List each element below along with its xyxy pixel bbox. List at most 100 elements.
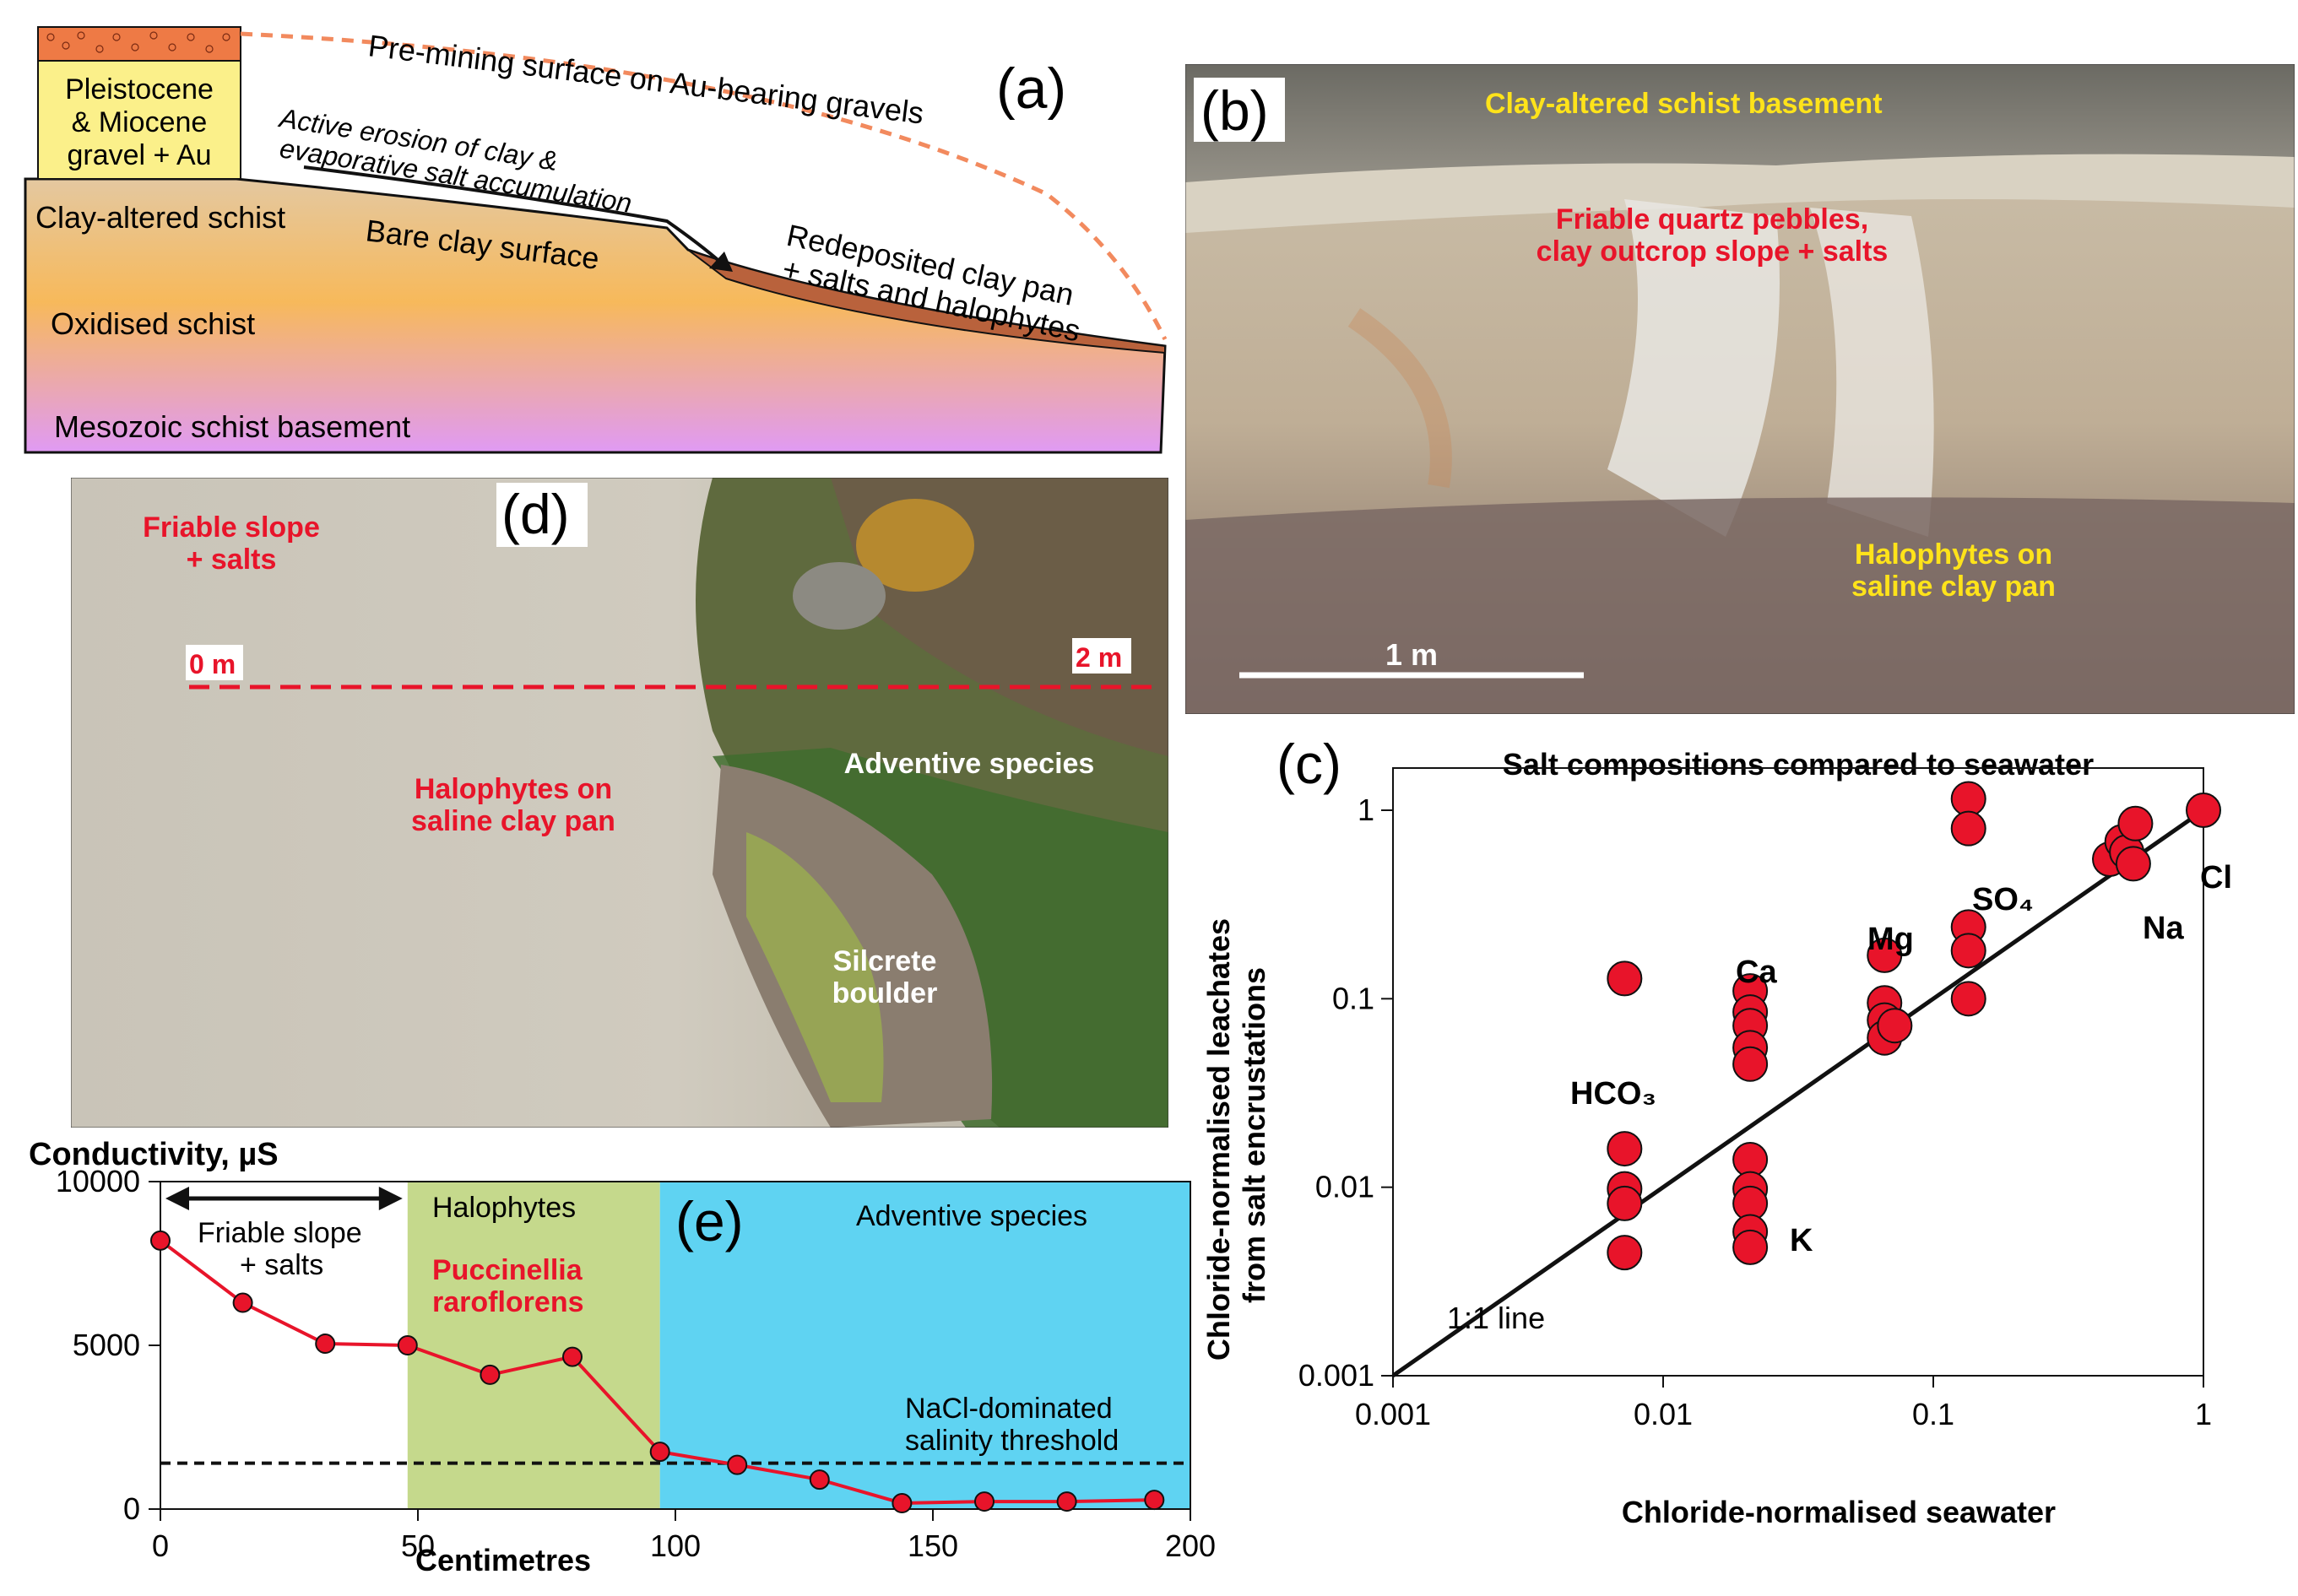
erosion-arrow [303, 165, 724, 265]
d-adventive-label: Adventive species [844, 748, 1095, 780]
d-two-bg [1072, 638, 1131, 674]
c-ylabel: Chloride-normalised leachates from salt … [1201, 910, 1271, 1361]
e-ytick-label: 0 [123, 1491, 140, 1526]
e-threshold-1: NaCl-dominated [905, 1393, 1113, 1425]
layer-clay-altered: Clay-altered schist [35, 200, 285, 235]
d-silcrete-2: boulder [832, 977, 938, 1009]
e-zones [407, 1182, 1190, 1509]
c-point-mg [1877, 1008, 1913, 1044]
d-friable-2: + salts [187, 544, 277, 576]
panel-b-letter-bg [1194, 78, 1285, 142]
panel-b-photo: (b) Clay-altered schist basement Friable… [1185, 64, 2295, 714]
e-data-point [562, 1346, 583, 1367]
c-label-mg: Mg [1867, 922, 1914, 957]
c-ytick-label: 0.1 [1332, 981, 1374, 1015]
c-label-ca: Ca [1736, 955, 1777, 990]
gravel-label-1: Pleistocene [65, 73, 214, 105]
c-frame [1392, 767, 2204, 1377]
c-xtick-label: 0.001 [1355, 1397, 1431, 1431]
e-xlabel: Centimetres [415, 1543, 591, 1577]
c-reference-line [1391, 808, 2205, 1378]
e-zone-band-2 [659, 1182, 1190, 1509]
b-friable-2: clay outcrop slope + salts [1537, 235, 1889, 268]
b-halophytes-2: saline clay pan [1851, 571, 2056, 603]
c-label-cl: Cl [2200, 860, 2232, 895]
c-point-hco [1607, 1235, 1643, 1271]
c-points [1607, 781, 2221, 1271]
panel-b-letter: (b) [1200, 79, 1269, 142]
b-basement-label: Clay-altered schist basement [1485, 88, 1883, 120]
d-halophytes-2: saline clay pan [411, 805, 615, 837]
e-data-point [892, 1493, 913, 1514]
d-zero-label: 0 m [189, 649, 236, 679]
d-friable-1: Friable slope [143, 511, 320, 544]
clay-pan [687, 249, 1166, 354]
c-point-ca [1732, 1046, 1769, 1082]
e-ytick-label: 5000 [73, 1328, 140, 1362]
e-species-1: Puccinellia [432, 1254, 583, 1286]
c-ytick-label: 0.01 [1315, 1170, 1374, 1204]
panel-e-conductivity-chart: Conductivity, µS 0 50 100 150 2000500010000 … [29, 1137, 1216, 1577]
c-label-na: Na [2143, 911, 2184, 946]
d-silcrete-1: Silcrete [833, 945, 937, 977]
e-xtick-label: 0 [152, 1528, 169, 1563]
panel-d-photo: (d) Friable slope + salts 0 m 2 m Haloph… [71, 478, 1168, 1128]
e-xtick-label: 200 [1165, 1528, 1216, 1563]
e-data-point [1056, 1491, 1077, 1512]
e-friable-1: Friable slope [198, 1217, 362, 1249]
e-data-point [809, 1469, 830, 1491]
e-species-2: raroflorens [432, 1286, 584, 1318]
c-point-na [2117, 805, 2154, 841]
c-point-na [2115, 846, 2151, 882]
c-label-k: K [1790, 1223, 1813, 1258]
c-label-so4: SO₄ [1972, 882, 2034, 917]
b-scale-label: 1 m [1385, 637, 1438, 672]
e-data-point [480, 1364, 501, 1385]
panel-e-letter: (e) [675, 1190, 744, 1252]
gravel-label-2: & Miocene [72, 106, 208, 138]
c-ylabel-line-1: Chloride-normalised leachates [1201, 918, 1236, 1361]
e-zone-halophytes: Halophytes [432, 1192, 576, 1224]
gravel-label-3: gravel + Au [67, 139, 211, 171]
c-title: Salt compositions compared to seawater [1503, 747, 2094, 782]
pre-mining-surface [240, 31, 1168, 341]
e-threshold-2: salinity threshold [905, 1425, 1119, 1457]
c-point-so [1950, 810, 1986, 847]
e-arrowhead-left [165, 1187, 189, 1210]
d-halophytes-1: Halophytes on [415, 773, 612, 805]
e-zone-adventive: Adventive species [856, 1200, 1087, 1232]
d-two-label: 2 m [1076, 642, 1122, 673]
layer-oxidised: Oxidised schist [51, 306, 255, 341]
c-xtick-label: 0.1 [1912, 1397, 1954, 1431]
e-data-point [315, 1334, 336, 1355]
panel-a-cross-section: Pleistocene & Miocene gravel + Au Pre-mi… [24, 26, 1168, 454]
c-xlabel: Chloride-normalised seawater [1622, 1495, 2056, 1529]
c-xtick-label: 0.01 [1634, 1397, 1693, 1431]
c-ytick-label: 0.001 [1298, 1358, 1374, 1393]
c-label-hco3: HCO₃ [1570, 1076, 1656, 1112]
e-data-point [1144, 1490, 1165, 1511]
e-axes: 0 50 100 150 200 0 5000 10000 [56, 1164, 1216, 1563]
c-point-hco [1607, 1131, 1643, 1167]
c-line-label: 1:1 line [1447, 1301, 1545, 1335]
c-point-so [1950, 781, 1986, 817]
panel-c-letter: (c) [1276, 733, 1341, 795]
c-point-hco [1607, 1185, 1643, 1221]
e-data-point [232, 1292, 253, 1313]
e-data-point [649, 1442, 670, 1463]
e-zone-band-1 [407, 1182, 660, 1509]
c-point-so [1950, 933, 1986, 969]
c-point-so [1950, 981, 1986, 1017]
e-data-point [974, 1491, 995, 1512]
gravel-box [37, 60, 241, 180]
d-zero-bg [186, 645, 243, 680]
panel-d-letter-bg [496, 483, 588, 547]
gravel-cap [37, 26, 241, 62]
e-data-point [727, 1454, 748, 1475]
c-xtick-label: 1 [2195, 1397, 2212, 1431]
e-ytick-label: 10000 [56, 1164, 140, 1198]
e-data-point [397, 1335, 418, 1355]
b-friable-1: Friable quartz pebbles, [1556, 203, 1868, 235]
c-ylabel-line-2: from salt encrustations [1237, 967, 1271, 1303]
layer-mesozoic: Mesozoic schist basement [54, 409, 410, 444]
